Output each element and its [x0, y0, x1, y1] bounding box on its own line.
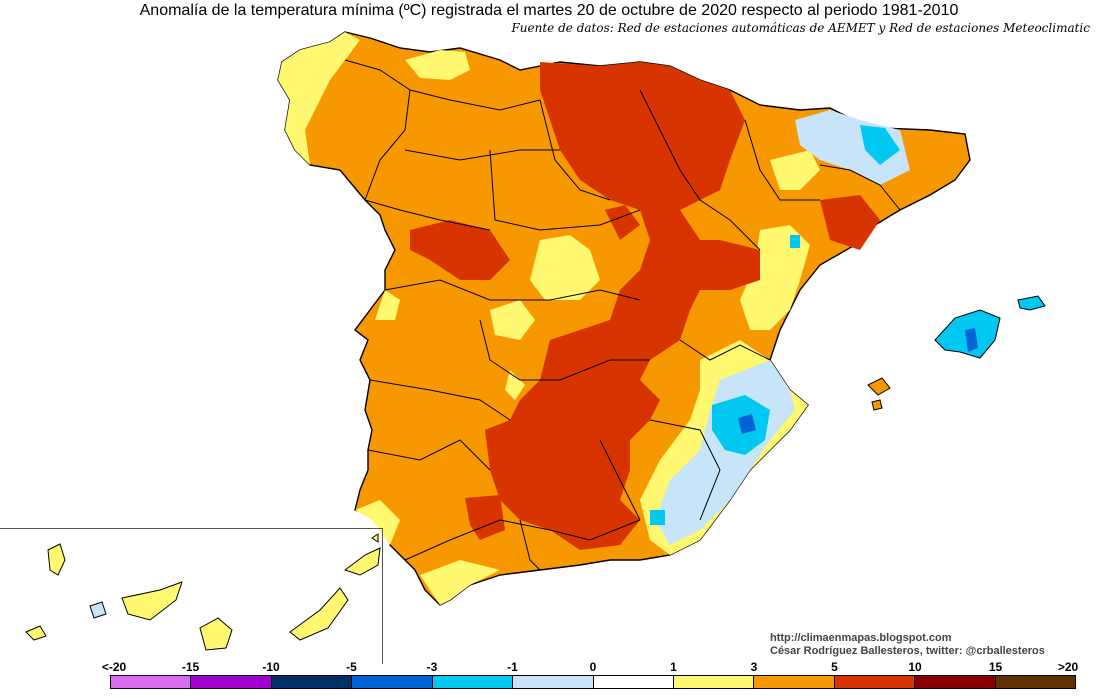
legend-swatch: [271, 676, 353, 688]
legend-swatch: [432, 676, 514, 688]
legend-swatch: [352, 676, 433, 688]
legend-swatch: [915, 676, 996, 688]
legend-swatch: [673, 676, 755, 688]
legend-swatch: [111, 676, 192, 688]
legend-swatch: [593, 676, 674, 688]
map-title: Anomalía de la temperatura mínima (ºC) r…: [139, 2, 959, 19]
legend-tick-label: 3: [750, 660, 758, 674]
credits-author: César Rodríguez Ballesteros, twitter: @c…: [770, 645, 1045, 657]
legend-labels: <-20 -15 -10 -5 -3 -1 0 1 3 5 10 15 >20: [0, 660, 1098, 674]
canary-inset-frame: [0, 528, 383, 664]
canary-islands: [25, 533, 381, 651]
credits-url[interactable]: http://climaenmapas.blogspot.com: [770, 632, 952, 644]
legend-tick-label: 5: [831, 660, 838, 674]
legend-tick-label: -10: [262, 660, 280, 674]
legend-tick-label: -3: [426, 660, 438, 674]
legend-swatch: [191, 676, 272, 688]
legend-swatch: [513, 676, 594, 688]
map-subtitle: Fuente de datos: Red de estaciones autom…: [511, 21, 1090, 35]
legend-tick-label: -5: [346, 660, 357, 674]
legend-swatch: [834, 676, 916, 688]
legend-swatch: [754, 676, 835, 688]
legend-tick-label: 1: [670, 660, 677, 674]
balearic-islands: [867, 295, 1046, 411]
legend-tick-label: 10: [908, 660, 922, 674]
legend-color-bar: [110, 675, 1076, 689]
legend-tick-label: >20: [1057, 660, 1079, 674]
legend-tick-label: -15: [181, 660, 200, 674]
anomaly-minus5-minus3-regions: [738, 414, 756, 434]
legend-swatch: [995, 676, 1076, 688]
legend-tick-label: <-20: [101, 660, 127, 674]
credits: http://climaenmapas.blogspot.com César R…: [770, 632, 1045, 658]
anomaly-5-10-regions: [410, 62, 880, 550]
legend-tick-label: -1: [507, 660, 518, 674]
legend-tick-label: 15: [988, 660, 1003, 674]
regional-borders: [344, 59, 901, 571]
legend-tick-label: 0: [589, 660, 597, 674]
